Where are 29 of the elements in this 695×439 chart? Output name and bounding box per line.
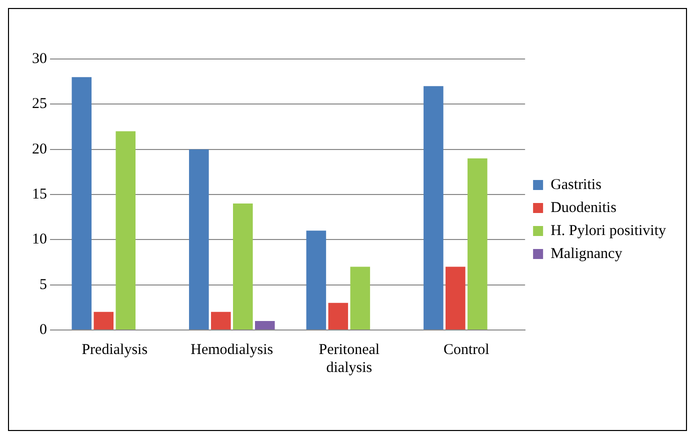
bar bbox=[116, 131, 136, 330]
legend-label: Malignancy bbox=[550, 246, 623, 262]
bar bbox=[306, 230, 326, 330]
bar bbox=[350, 266, 370, 330]
bar bbox=[94, 312, 114, 330]
legend-label: Duodenitis bbox=[550, 200, 617, 216]
x-tick-label: Hemodialysis bbox=[190, 342, 274, 358]
bar bbox=[468, 158, 488, 330]
bar bbox=[446, 266, 466, 330]
bar bbox=[328, 302, 348, 330]
y-tick-label: 5 bbox=[40, 276, 47, 293]
bar bbox=[211, 312, 231, 330]
bar bbox=[424, 86, 444, 330]
bar bbox=[72, 77, 92, 330]
x-tick-label: Peritoneal dialysis bbox=[318, 342, 380, 376]
x-tick-label: Control bbox=[444, 342, 490, 358]
y-tick-label: 0 bbox=[40, 322, 47, 338]
bar bbox=[254, 320, 275, 330]
legend-label: H. Pylori positivity bbox=[550, 222, 666, 239]
x-tick-label: Predialysis bbox=[82, 342, 148, 358]
y-tick-label: 15 bbox=[32, 186, 47, 202]
chart-frame: Gastritis Duodenitis H. Pylori positivity Malignancy Predialysis Hemodialysis Peritoneal dialysis Control 0 5 10 15 20 25 30 bbox=[8, 8, 687, 431]
y-tick-label: 30 bbox=[32, 50, 47, 67]
bar bbox=[189, 149, 209, 330]
y-tick-label: 20 bbox=[32, 141, 47, 158]
y-tick-label: 25 bbox=[32, 96, 47, 112]
y-tick-label: 10 bbox=[32, 232, 47, 248]
bar bbox=[233, 204, 253, 330]
legend-label: Gastritis bbox=[550, 176, 602, 193]
